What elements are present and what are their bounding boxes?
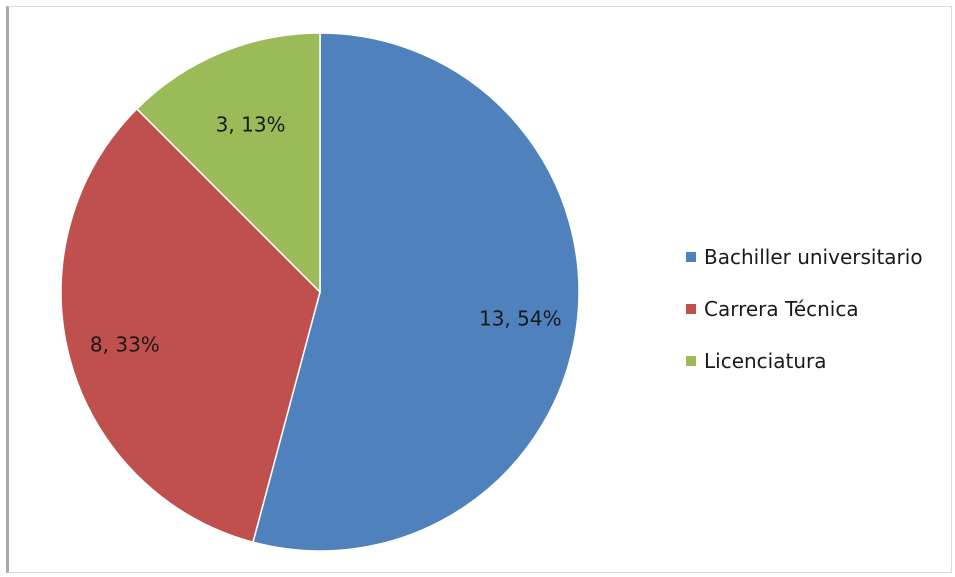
- legend-item-bachiller-universitario: Bachiller universitario: [686, 231, 923, 283]
- legend-swatch-bachiller-universitario: [686, 252, 696, 262]
- legend-label-carrera-tecnica: Carrera Técnica: [704, 297, 859, 321]
- legend-label-bachiller-universitario: Bachiller universitario: [704, 245, 923, 269]
- data-label-2: 3, 13%: [216, 113, 286, 137]
- legend-label-licenciatura: Licenciatura: [704, 349, 827, 373]
- pie-data-labels: 13, 54% 8, 33% 3, 13%: [90, 113, 562, 357]
- data-label-0: 13, 54%: [479, 306, 562, 330]
- legend-swatch-licenciatura: [686, 356, 696, 366]
- pie-slice-0: [252, 32, 580, 552]
- data-label-1: 8, 33%: [90, 332, 160, 356]
- legend-swatch-carrera-tecnica: [686, 304, 696, 314]
- pie-slice-1: [60, 107, 321, 544]
- pie-slices: [60, 32, 580, 552]
- chart-legend: Bachiller universitario Carrera Técnica …: [686, 231, 923, 387]
- legend-item-carrera-tecnica: Carrera Técnica: [686, 283, 923, 335]
- pie-slice-2: [135, 32, 321, 294]
- legend-item-licenciatura: Licenciatura: [686, 335, 923, 387]
